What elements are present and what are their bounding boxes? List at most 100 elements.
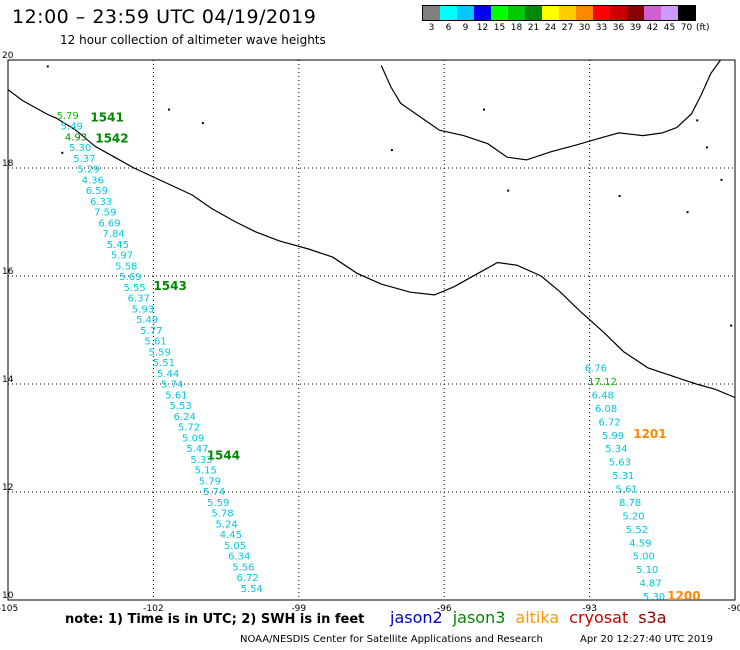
- track-west-value: 5.05: [224, 541, 246, 552]
- legend-label-24: 24: [544, 23, 557, 33]
- satellite-altika: altika: [515, 608, 560, 627]
- track-west-value: 5.29: [77, 165, 99, 176]
- track-east-value: 5.34: [605, 444, 627, 455]
- lon-tick-label: -102: [143, 604, 163, 614]
- legend-swatch-3: [423, 6, 440, 20]
- legend-label-18: 18: [510, 23, 523, 33]
- legend-swatch-30: [576, 6, 593, 20]
- track-west-value: 5.45: [107, 240, 129, 251]
- track-east-value: 5.31: [612, 471, 634, 482]
- track-west-value: 7.84: [103, 229, 125, 240]
- legend-label-36: 36: [612, 23, 625, 33]
- track-east-value: 5.61: [616, 485, 638, 496]
- track-west-value: 5.61: [144, 337, 166, 348]
- island-dot: [507, 189, 510, 192]
- island-dot: [686, 211, 689, 214]
- track-west-value: 5.09: [182, 433, 204, 444]
- track-east-value: 5.63: [609, 458, 631, 469]
- legend-label-9: 9: [462, 23, 469, 33]
- track-east-value: 6.76: [585, 364, 607, 375]
- legend-label-33: 33: [595, 23, 608, 33]
- track-west-value: 5.97: [111, 251, 133, 262]
- legend-label-21: 21: [527, 23, 540, 33]
- track-west-value: 5.56: [232, 562, 254, 573]
- island-dot: [201, 122, 204, 125]
- track-east-value: 5.30: [643, 592, 665, 603]
- legend-swatch-6: [440, 6, 457, 20]
- lat-tick-label: 16: [2, 267, 14, 277]
- pass-label: 1541: [90, 111, 123, 125]
- track-west-value: 5.49: [136, 315, 158, 326]
- legend-swatch-9: [457, 6, 474, 20]
- legend-swatch-33: [593, 6, 610, 20]
- track-west-value: 5.79: [199, 476, 221, 487]
- lat-tick-label: 14: [2, 375, 14, 385]
- island-dot: [390, 149, 393, 152]
- track-west-value: 6.34: [228, 552, 250, 563]
- track-east-value: 4.87: [639, 579, 661, 590]
- legend-label-70: 70: [680, 23, 693, 33]
- track-east-value: 5.10: [636, 565, 658, 576]
- track-west-value: 4.93: [65, 132, 87, 143]
- track-west-value: 5.33: [190, 455, 212, 466]
- island-dot: [167, 108, 170, 111]
- track-west-value: 5.51: [153, 358, 175, 369]
- legend-swatch-24: [542, 6, 559, 20]
- lat-tick-label: 12: [2, 483, 13, 493]
- footnote: note: 1) Time is in UTC; 2) SWH is in fe…: [65, 612, 365, 627]
- track-west-value: 5.93: [132, 304, 154, 315]
- color-legend: 3 6 9 12 15 18 21 24 27 30 33 36 39 42 45 70 (ft): [422, 5, 710, 33]
- legend-label-39: 39: [629, 23, 642, 33]
- island-dot: [720, 178, 723, 181]
- legend-unit: (ft): [696, 23, 710, 33]
- pass-label: 1201: [633, 427, 666, 441]
- track-west-value: 5.74: [161, 380, 183, 391]
- track-west-value: 5.58: [115, 261, 137, 272]
- legend-swatch-21: [525, 6, 542, 20]
- lat-tick-label: 20: [2, 51, 14, 61]
- track-west-value: 5.24: [216, 519, 238, 530]
- track-west-value: 5.79: [56, 111, 78, 122]
- pass-label: 1542: [95, 132, 128, 146]
- legend-swatch-42: [644, 6, 661, 20]
- lon-tick-label: -99: [291, 604, 306, 614]
- track-west-value: 5.69: [119, 272, 141, 283]
- track-west-value: 5.44: [157, 369, 179, 380]
- legend-label-6: 6: [445, 23, 452, 33]
- track-east-value: 6.72: [598, 417, 620, 428]
- island-dot: [730, 324, 733, 327]
- track-east-value: 5.00: [633, 552, 655, 563]
- track-west-value: 5.53: [169, 401, 191, 412]
- track-west-value: 5.59: [149, 347, 171, 358]
- track-east-value: 5.52: [626, 525, 648, 536]
- track-east-value: 17.12: [588, 377, 617, 388]
- track-west-value: 5.15: [195, 466, 217, 477]
- legend-labels: 3 6 9 12 15 18 21 24 27 30 33 36 39 42 45 70 (ft): [422, 21, 710, 33]
- track-west-value: 6.72: [236, 573, 258, 584]
- track-west-value: 6.69: [98, 218, 120, 229]
- track-east-value: 4.59: [629, 538, 651, 549]
- track-west-value: 6.37: [128, 294, 150, 305]
- island-dot: [696, 119, 699, 122]
- track-east-value: 5.20: [622, 511, 644, 522]
- pass-label: 1544: [207, 449, 240, 463]
- credit-line: NOAA/NESDIS Center for Satellite Applica…: [240, 634, 543, 645]
- track-east-value: 6.48: [592, 390, 614, 401]
- legend-swatch-39: [627, 6, 644, 20]
- legend-label-3: 3: [428, 23, 435, 33]
- track-west-value: 6.24: [174, 412, 196, 423]
- track-west-value: 4.36: [82, 175, 104, 186]
- satellite-jason3: jason3: [452, 608, 506, 627]
- pass-label: 1543: [153, 279, 186, 293]
- track-west-value: 5.74: [203, 487, 225, 498]
- legend-swatch-36: [610, 6, 627, 20]
- island-dot: [46, 65, 49, 68]
- track-west-value: 4.45: [220, 530, 242, 541]
- legend-swatch-18: [508, 6, 525, 20]
- track-west-value: 5.72: [178, 423, 200, 434]
- satellite-jason2: jason2: [390, 608, 443, 627]
- lon-tick-label: -93: [582, 604, 597, 614]
- pacific-coastline: [7, 89, 736, 399]
- satellite-cryosat: cryosat: [569, 608, 629, 627]
